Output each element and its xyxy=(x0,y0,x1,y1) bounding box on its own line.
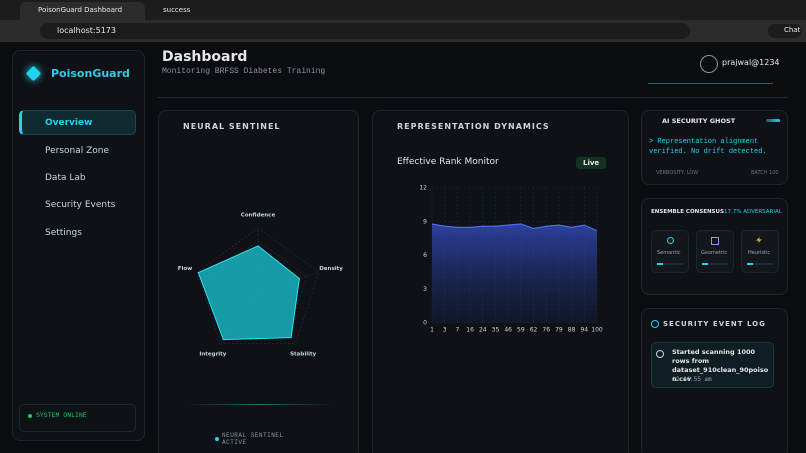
status-dot xyxy=(215,437,219,441)
nav-item[interactable]: Data Lab xyxy=(45,173,86,183)
x-tick-label: 24 xyxy=(479,327,487,334)
x-tick-label: 7 xyxy=(455,327,459,334)
x-tick-label: 62 xyxy=(530,327,538,334)
page-subtitle: Monitoring BRFSS Diabetes Training xyxy=(162,67,326,76)
event-card xyxy=(651,342,774,388)
nav-item[interactable]: Personal Zone xyxy=(45,146,110,156)
status: SYSTEM ONLINE xyxy=(36,412,87,419)
x-tick-label: 46 xyxy=(504,327,512,334)
radar-area xyxy=(197,245,300,341)
y-tick-label: 9 xyxy=(423,218,427,225)
model-icon xyxy=(711,237,719,245)
x-tick-label: 100 xyxy=(591,327,603,334)
area xyxy=(432,224,597,323)
model-bar xyxy=(702,263,728,265)
event-icon xyxy=(656,350,664,358)
panel-title: SECURITY EVENT LOG xyxy=(663,320,766,328)
status-box xyxy=(19,404,136,432)
model-bar xyxy=(657,263,683,265)
alert-line xyxy=(648,83,773,84)
url-field[interactable] xyxy=(40,23,690,39)
x-tick-label: 16 xyxy=(466,327,474,334)
status-dot xyxy=(28,414,32,418)
tab[interactable] xyxy=(20,2,145,20)
url: localhost:5173 xyxy=(57,26,116,35)
radar-label: Flow xyxy=(178,266,193,272)
model-icon xyxy=(667,237,674,244)
status: NEURAL SENTINEL ACTIVE xyxy=(222,432,284,446)
indicator xyxy=(766,119,780,122)
live-badge: Live xyxy=(576,157,607,169)
page-title: Dashboard xyxy=(162,49,248,65)
radar-label: Confidence xyxy=(241,213,276,219)
model-name: Geometric xyxy=(701,250,728,256)
model-name: Heuristic xyxy=(748,250,771,256)
log-icon xyxy=(651,320,659,328)
header-border xyxy=(157,97,788,98)
nav-item[interactable]: Security Events xyxy=(45,200,116,210)
adversarial: 17.7% ADVERSARIAL xyxy=(724,209,782,215)
tab-title: PoisonGuard Dashboard xyxy=(38,6,123,14)
y-tick-label: 6 xyxy=(423,252,427,259)
radar-label: Integrity xyxy=(199,352,226,358)
panel-title: NEURAL SENTINEL xyxy=(183,122,281,131)
radar-label: Stability xyxy=(290,352,317,358)
model-card xyxy=(741,230,779,273)
nav-item[interactable]: Overview xyxy=(45,118,93,128)
user[interactable]: prajwal@1234 xyxy=(722,58,780,67)
divider xyxy=(185,404,335,405)
panel-title: REPRESENTATION DYNAMICS xyxy=(397,122,550,131)
ghost-panel xyxy=(641,110,788,185)
model-name: Semantic xyxy=(657,250,681,256)
x-tick-label: 94 xyxy=(580,327,588,334)
y-tick-label: 0 xyxy=(423,320,427,327)
x-tick-label: 59 xyxy=(517,327,525,334)
nav-active xyxy=(19,110,136,135)
panel-title: AI SECURITY GHOST xyxy=(662,117,736,125)
avatar[interactable] xyxy=(700,55,718,73)
radar-label: Density xyxy=(319,266,343,272)
panel-title: ENSEMBLE CONSENSUS xyxy=(651,209,724,215)
y-tick-label: 3 xyxy=(423,286,427,293)
x-tick-label: 76 xyxy=(542,327,550,334)
tab-title[interactable]: success xyxy=(163,6,191,14)
event-time: 12:44:55 am xyxy=(672,376,712,383)
model-icon xyxy=(756,237,762,243)
event-text: Started scanning 1000 rows from dataset_… xyxy=(672,348,769,383)
x-tick-label: 1 xyxy=(430,327,434,334)
chat-label: Chat xyxy=(784,26,801,34)
tab-strip xyxy=(0,0,806,20)
chat-button[interactable] xyxy=(768,24,802,38)
batch: BATCH 100 xyxy=(751,170,779,176)
verbosity: VERBOSITY: LOW xyxy=(656,170,699,176)
x-tick-label: 35 xyxy=(492,327,500,334)
x-tick-label: 3 xyxy=(443,327,447,334)
y-tick-label: 12 xyxy=(419,185,427,192)
model-bar xyxy=(747,263,773,265)
nav-item[interactable]: Settings xyxy=(45,228,82,238)
x-tick-label: 79 xyxy=(555,327,563,334)
terminal-message: > Representation alignment verified. No … xyxy=(649,138,767,156)
line xyxy=(431,223,598,232)
chart-title: Effective Rank Monitor xyxy=(397,157,499,167)
x-tick-label: 88 xyxy=(568,327,576,334)
radar-ring xyxy=(196,227,320,345)
brand: PoisonGuard xyxy=(51,67,130,80)
